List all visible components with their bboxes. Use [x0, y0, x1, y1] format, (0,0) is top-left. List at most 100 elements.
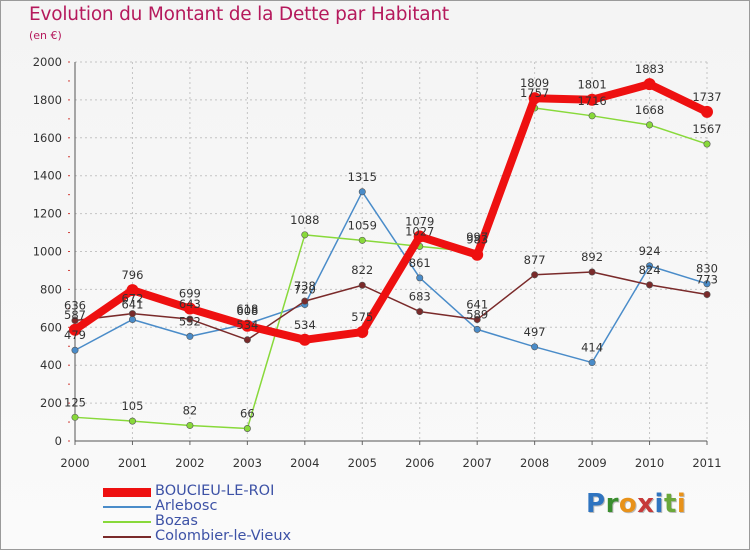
proxiti-logo: Proxiti [586, 489, 687, 519]
data-label: 643 [179, 297, 201, 311]
data-label: 738 [294, 279, 316, 293]
x-tick-label: 2004 [290, 456, 319, 470]
data-point [471, 248, 484, 261]
data-label: 824 [639, 263, 661, 277]
x-tick-label: 2001 [118, 456, 147, 470]
data-point [298, 333, 311, 346]
data-point [358, 188, 366, 196]
y-tick-label: 1000 [33, 245, 62, 259]
y-tick-label: 0 [55, 434, 62, 448]
data-label: 552 [179, 314, 201, 328]
data-point [71, 413, 79, 421]
data-label: 1737 [692, 90, 721, 104]
y-tick-label: 1200 [33, 207, 62, 221]
x-tick-label: 2000 [60, 456, 89, 470]
data-label: 414 [581, 341, 603, 355]
data-label: 1668 [635, 103, 664, 117]
data-label: 924 [639, 244, 661, 258]
data-label: 822 [351, 263, 373, 277]
data-label: 636 [64, 298, 86, 312]
data-label: 1567 [692, 122, 721, 136]
data-point [301, 231, 309, 239]
data-label: 608 [236, 304, 258, 318]
x-tick-label: 2010 [635, 456, 664, 470]
data-label: 1757 [520, 86, 549, 100]
y-tick-label: 1800 [33, 93, 62, 107]
legend-swatch [103, 506, 151, 508]
data-point [358, 236, 366, 244]
data-label: 587 [64, 308, 86, 322]
data-point [588, 359, 596, 367]
x-tick-label: 2007 [463, 456, 492, 470]
data-label: 82 [183, 403, 198, 417]
data-label: 618 [236, 302, 258, 316]
data-label: 1883 [635, 62, 664, 76]
y-tick-label: 1600 [33, 131, 62, 145]
data-label: 1315 [348, 170, 377, 184]
data-point [126, 284, 139, 297]
data-label: 534 [236, 318, 258, 332]
x-tick-label: 2008 [520, 456, 549, 470]
data-point [701, 105, 713, 118]
data-label: 105 [121, 399, 143, 413]
data-label: 641 [466, 298, 488, 312]
data-label: 534 [294, 318, 316, 332]
y-tick-label: 400 [40, 358, 62, 372]
data-label: 641 [121, 298, 143, 312]
data-point [301, 297, 309, 305]
legend-swatch [103, 536, 151, 538]
legend-label: Bozas [155, 513, 198, 529]
data-label: 861 [409, 256, 431, 270]
data-label: 997 [466, 230, 488, 244]
data-label: 1801 [577, 78, 606, 92]
legend-label: Arlebosc [155, 498, 218, 514]
series-line-3 [74, 271, 708, 341]
data-label: 479 [64, 328, 86, 342]
data-point [186, 332, 194, 340]
data-point [413, 230, 426, 243]
data-point [473, 325, 481, 333]
data-point [588, 268, 596, 276]
data-point [183, 302, 196, 315]
data-label: 672 [121, 292, 143, 306]
data-point [646, 121, 654, 129]
data-label: 589 [466, 307, 488, 321]
data-label: 699 [179, 287, 201, 301]
data-label: 1716 [577, 94, 606, 108]
data-label: 720 [294, 283, 316, 297]
data-point [69, 323, 81, 336]
x-tick-label: 2005 [348, 456, 377, 470]
data-point [473, 316, 481, 324]
data-point [646, 281, 654, 289]
series-line-0 [71, 80, 711, 344]
data-label: 66 [240, 406, 255, 420]
data-point [703, 280, 711, 288]
y-tick-label: 600 [40, 320, 62, 334]
data-label: 125 [64, 395, 86, 409]
data-point [128, 316, 136, 324]
data-point [358, 281, 366, 289]
data-label: 497 [524, 325, 546, 339]
data-point [186, 315, 194, 323]
data-point [241, 319, 254, 332]
data-point [588, 112, 596, 120]
data-point [531, 343, 539, 351]
data-label: 830 [696, 262, 718, 276]
data-label: 796 [121, 268, 143, 282]
y-tick-label: 1400 [33, 169, 62, 183]
data-label: 1027 [405, 224, 434, 238]
data-point [243, 424, 251, 432]
y-tick-label: 800 [40, 282, 62, 296]
x-tick-label: 2003 [233, 456, 262, 470]
data-point [643, 78, 656, 91]
legend-label: BOUCIEU-LE-ROI [155, 483, 275, 499]
data-point [416, 274, 424, 282]
data-label: 1088 [290, 213, 319, 227]
data-point [416, 308, 424, 316]
data-point [356, 326, 369, 339]
legend-swatch [103, 521, 151, 523]
data-point [703, 291, 711, 299]
x-tick-label: 2011 [692, 456, 721, 470]
